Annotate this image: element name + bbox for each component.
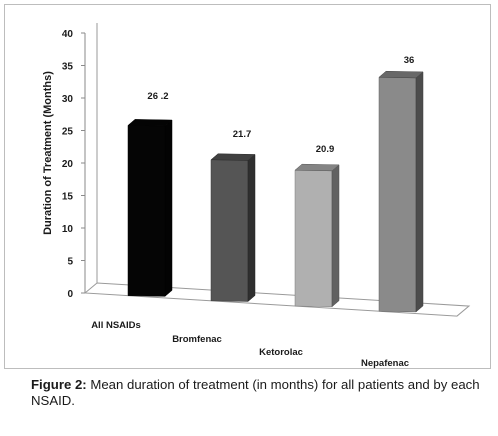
y-tick-label: 35: [62, 62, 74, 73]
category-label: Bromfenac: [172, 334, 222, 345]
y-tick-label: 40: [62, 29, 74, 40]
bar-front: [294, 169, 333, 307]
bar-side: [415, 71, 424, 313]
bar-side: [247, 153, 256, 303]
figure-caption: Figure 2: Mean duration of treatment (in…: [31, 377, 481, 409]
y-tick-label: 25: [62, 127, 74, 138]
bar-top: [210, 153, 256, 161]
caption-label: Figure 2:: [31, 377, 87, 392]
bar-top: [378, 70, 424, 79]
data-label: 26 .2: [147, 91, 168, 102]
bar-front: [210, 159, 249, 302]
y-tick-label: 20: [62, 159, 74, 170]
category-label: Nepafenac: [361, 358, 409, 369]
caption-text: Mean duration of treatment (in months) f…: [31, 377, 480, 408]
y-tick-label: 0: [67, 289, 73, 300]
bar-top: [294, 163, 340, 172]
y-tick-label: 5: [67, 257, 73, 268]
bar-top: [127, 119, 173, 127]
bar-front: [127, 125, 166, 297]
bar-chart: Duration of Treatment (Months) 0 5 10 15 20 25…: [42, 23, 471, 369]
data-label: 20.9: [316, 144, 335, 155]
category-label: All NSAIDs: [91, 320, 141, 331]
y-tick-label: 30: [62, 94, 74, 105]
data-label: 36: [404, 55, 415, 66]
y-tick-label: 10: [62, 224, 74, 235]
y-axis-title: Duration of Treatment (Months): [42, 71, 54, 235]
bar-side: [331, 164, 340, 308]
y-tick-label: 15: [62, 192, 74, 203]
category-label: Ketorolac: [259, 347, 303, 358]
chart-floor: [83, 282, 471, 317]
data-label: 21.7: [233, 129, 252, 140]
chart-frame: Duration of Treatment (Months) 0 5 10 15 20 25…: [4, 4, 491, 369]
bar-side: [164, 119, 173, 297]
bar-front: [378, 76, 417, 313]
